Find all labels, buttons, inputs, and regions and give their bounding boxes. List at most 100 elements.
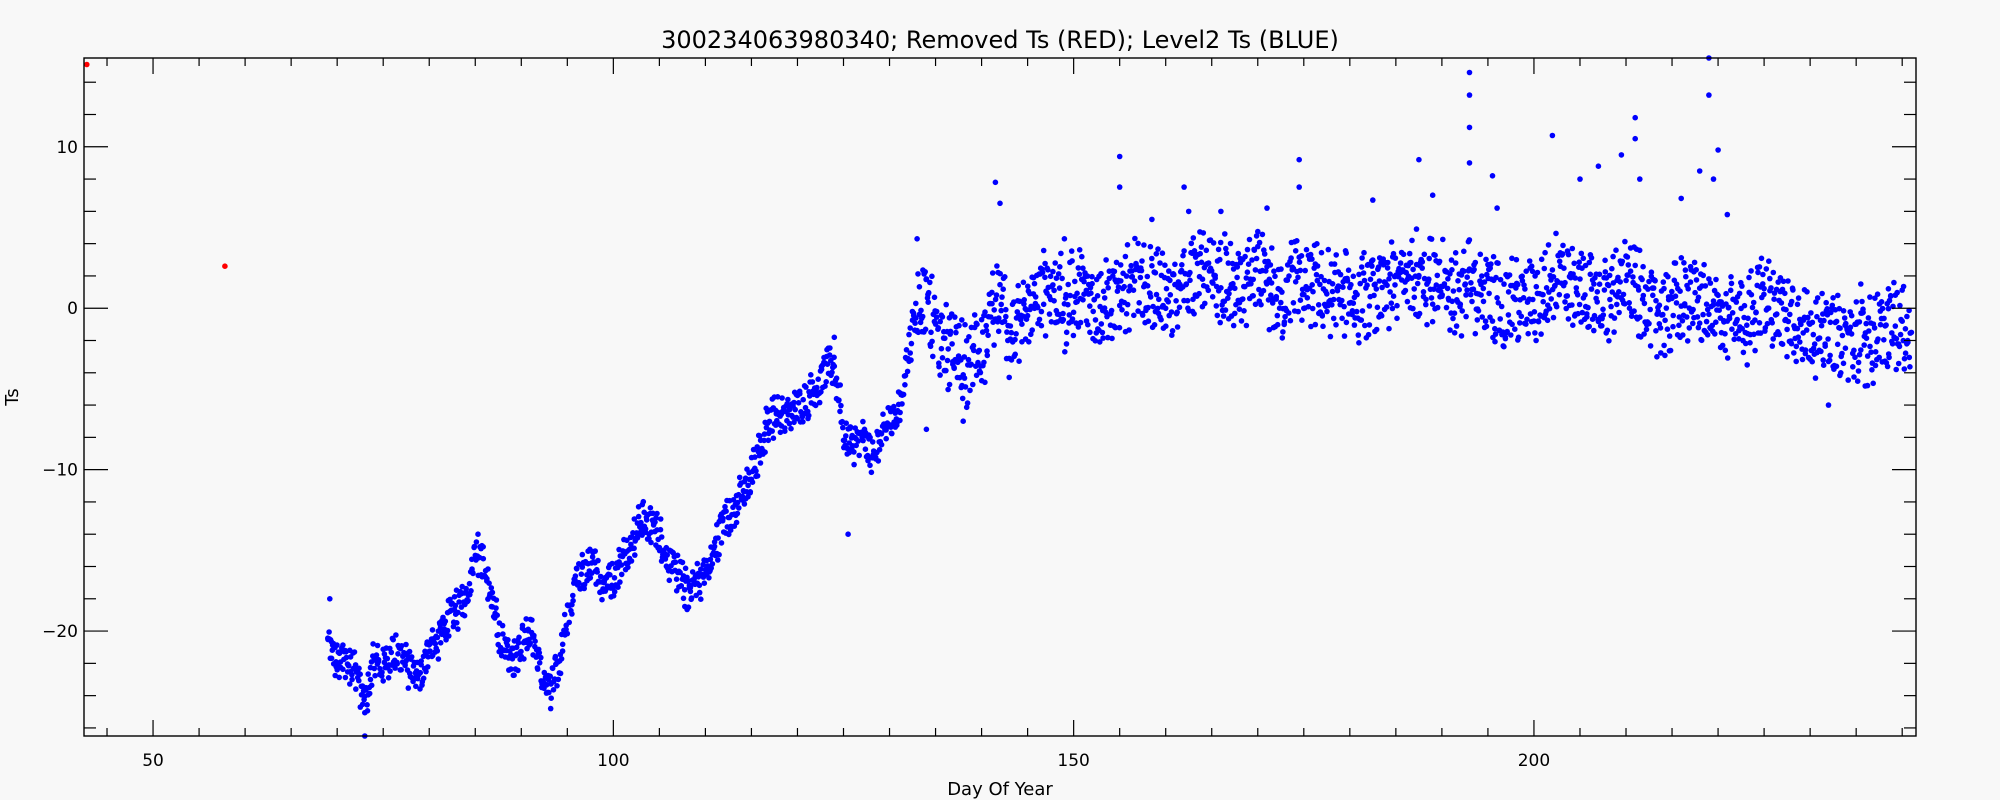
level2-ts-point	[1907, 364, 1913, 370]
level2-ts-point	[687, 584, 694, 591]
level2-ts-point	[1105, 334, 1111, 341]
level2-ts-point	[1225, 295, 1231, 302]
level2-ts-point	[1676, 314, 1683, 320]
level2-ts-point	[1309, 282, 1315, 288]
level2-ts-point	[1333, 322, 1339, 328]
level2-ts-point	[1116, 184, 1123, 190]
level2-ts-point	[1191, 311, 1197, 317]
level2-ts-point	[1662, 317, 1668, 324]
level2-ts-point	[1838, 370, 1844, 376]
level2-ts-point	[1312, 321, 1319, 328]
level2-ts-point	[1053, 275, 1060, 282]
level2-ts-point	[1375, 264, 1382, 270]
level2-ts-point	[1585, 304, 1591, 311]
level2-ts-point	[1495, 260, 1501, 267]
level2-ts-point	[1545, 242, 1552, 248]
level2-ts-point	[1829, 302, 1836, 309]
level2-ts-point	[1341, 303, 1347, 310]
level2-ts-point	[1809, 319, 1816, 326]
level2-ts-point	[1762, 328, 1768, 334]
level2-ts-point	[489, 589, 496, 596]
level2-ts-point	[468, 588, 474, 594]
level2-ts-point	[1158, 316, 1164, 323]
level2-ts-point	[1623, 277, 1629, 284]
level2-ts-point	[618, 571, 625, 578]
level2-ts-point	[1466, 124, 1473, 131]
level2-ts-point	[1068, 248, 1075, 254]
level2-ts-point	[1477, 251, 1484, 258]
level2-ts-point	[1031, 280, 1038, 287]
level2-ts-point	[1387, 271, 1393, 278]
level2-ts-point	[387, 668, 393, 674]
level2-ts-point	[1505, 289, 1512, 295]
level2-ts-point	[1670, 312, 1676, 319]
level2-ts-point	[1196, 290, 1202, 297]
level2-ts-point	[860, 437, 866, 444]
level2-ts-point	[1383, 304, 1390, 310]
level2-ts-point	[434, 648, 441, 654]
level2-ts-point	[1153, 251, 1160, 257]
level2-ts-point	[1162, 305, 1169, 312]
level2-ts-point	[888, 430, 895, 437]
level2-ts-point	[991, 307, 997, 313]
level2-ts-point	[1658, 350, 1664, 356]
level2-ts-point	[937, 318, 943, 325]
level2-ts-point	[1411, 286, 1417, 292]
level2-ts-point	[1108, 307, 1115, 314]
level2-ts-point	[1266, 326, 1273, 333]
level2-ts-point	[1736, 336, 1742, 342]
level2-ts-point	[1616, 289, 1622, 295]
level2-ts-point	[393, 632, 399, 638]
level2-ts-point	[1299, 317, 1305, 324]
level2-ts-point	[1234, 274, 1240, 281]
x-tick-label: 50	[142, 751, 164, 771]
level2-ts-point	[419, 682, 425, 688]
level2-ts-point	[1591, 312, 1598, 319]
level2-ts-point	[1411, 294, 1418, 301]
level2-ts-point	[1643, 326, 1650, 333]
level2-ts-point	[634, 535, 641, 541]
level2-ts-point	[1045, 267, 1051, 273]
level2-ts-point	[405, 685, 412, 691]
level2-ts-point	[812, 402, 819, 409]
level2-ts-point	[1652, 278, 1658, 284]
level2-ts-point	[673, 576, 680, 582]
level2-ts-point	[677, 569, 683, 576]
level2-ts-point	[1373, 286, 1380, 292]
level2-ts-point	[1035, 304, 1041, 311]
level2-ts-point	[1137, 274, 1144, 281]
level2-ts-point	[1410, 266, 1416, 273]
level2-ts-point	[515, 640, 522, 646]
level2-ts-point	[1595, 163, 1602, 169]
level2-ts-point	[1278, 299, 1284, 306]
level2-ts-point	[1544, 317, 1551, 324]
level2-ts-point	[1833, 318, 1840, 325]
level2-ts-point	[1423, 301, 1429, 308]
level2-ts-point	[1012, 351, 1018, 358]
level2-ts-point	[1765, 305, 1772, 312]
level2-ts-point	[1663, 305, 1670, 311]
y-axis-label: Ts	[2, 388, 23, 406]
x-axis-label: Day Of Year	[947, 779, 1053, 800]
level2-ts-point	[1329, 288, 1336, 295]
level2-ts-point	[1879, 305, 1886, 312]
level2-ts-point	[1715, 292, 1721, 299]
level2-ts-point	[1839, 350, 1845, 357]
level2-ts-point	[1318, 273, 1324, 280]
level2-ts-point	[1372, 281, 1378, 288]
level2-ts-point	[1112, 324, 1119, 331]
level2-ts-point	[1167, 292, 1174, 298]
level2-ts-point	[808, 372, 814, 378]
level2-ts-point	[516, 634, 522, 641]
level2-ts-point	[1742, 340, 1749, 347]
level2-ts-point	[1627, 268, 1634, 275]
level2-ts-point	[929, 338, 935, 345]
level2-ts-point	[1683, 273, 1689, 280]
level2-ts-point	[1103, 309, 1109, 316]
level2-ts-point	[364, 702, 370, 708]
level2-ts-point	[564, 630, 571, 637]
level2-ts-point	[997, 200, 1003, 207]
level2-ts-point	[1843, 320, 1849, 327]
level2-ts-point	[1599, 323, 1605, 329]
level2-ts-point	[1359, 308, 1366, 314]
